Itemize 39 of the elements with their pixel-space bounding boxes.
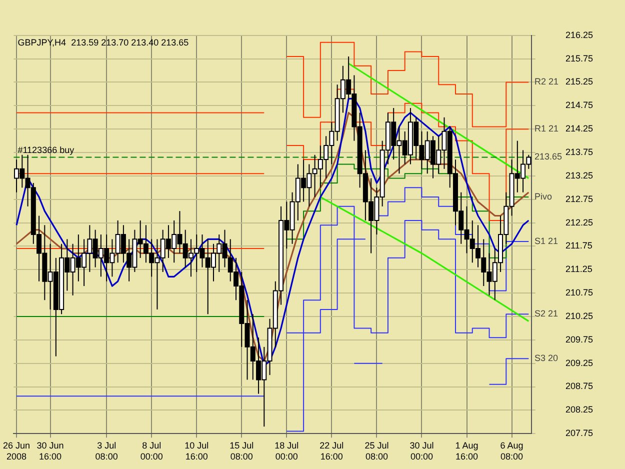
annotation: S2 21 [534, 308, 558, 319]
x-tick-label: 8 Jul 00:00 [140, 440, 163, 462]
y-tick-label: 210.75 [565, 288, 594, 298]
y-tick-label: 212.75 [565, 194, 594, 204]
y-tick-label: 209.75 [565, 334, 594, 344]
x-tick-label: 30 Jul 00:00 [410, 440, 434, 462]
y-tick-label: 214.25 [565, 124, 594, 134]
annotation: S3 20 [534, 353, 558, 364]
y-tick-label: 210.25 [565, 310, 594, 321]
y-tick-label: 207.75 [565, 428, 594, 438]
y-tick-label: 215.75 [565, 53, 594, 64]
x-tick-label: 6 Aug 08:00 [500, 440, 524, 462]
x-tick-label: 18 Jul 00:00 [274, 440, 299, 462]
x-tick-label: 26 Jun 2008 [3, 440, 30, 462]
x-tick-label: 1 Aug 16:00 [455, 440, 478, 462]
annotation: R2 21 [534, 76, 559, 87]
y-tick-label: 208.25 [565, 404, 594, 415]
text: 213.65 [534, 152, 562, 162]
y-tick-label: 213.25 [565, 170, 594, 180]
y-tick-label: 209.25 [565, 358, 594, 368]
x-tick-label: 30 Jun 16:00 [36, 440, 64, 462]
y-tick-label: 215.25 [565, 76, 594, 87]
ref-line-label: #1123366 buy [18, 145, 75, 156]
y-tick-label: 216.25 [565, 30, 594, 40]
annotation: Pivo [534, 192, 552, 202]
x-tick-label: 25 Jul 08:00 [364, 440, 389, 462]
x-tick-label: 15 Jul 08:00 [230, 440, 254, 462]
x-tick-label: 10 Jul 16:00 [184, 440, 209, 462]
x-tick-label: 22 Jul 16:00 [320, 440, 344, 462]
annotation: R1 21 [534, 124, 559, 134]
annotation: S1 21 [534, 236, 558, 246]
y-tick-label: 211.25 [565, 264, 592, 274]
y-tick-label: 213.75 [565, 147, 594, 157]
y-tick-label: 214.75 [565, 100, 594, 110]
y-tick-label: 212.25 [565, 217, 594, 228]
y-tick-label: 208.75 [565, 381, 594, 392]
chart-title: GBPJPY,H4 213.59 213.70 213.40 213.65 [18, 37, 189, 48]
x-tick-label: 3 Jul 08:00 [95, 440, 118, 462]
y-tick-label: 211.75 [565, 240, 592, 251]
